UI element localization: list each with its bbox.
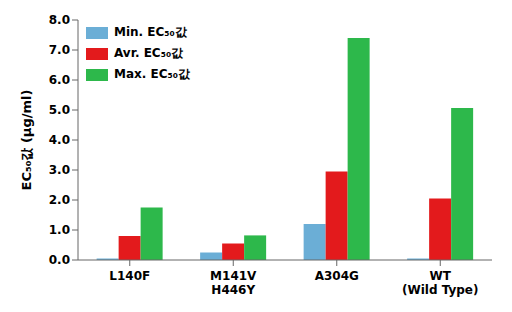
svg-text:4.0: 4.0 bbox=[49, 133, 70, 147]
svg-text:1.0: 1.0 bbox=[49, 223, 70, 237]
svg-text:WT(Wild Type): WT(Wild Type) bbox=[402, 269, 479, 297]
svg-text:3.0: 3.0 bbox=[49, 163, 70, 177]
svg-text:M141VH446Y: M141VH446Y bbox=[210, 269, 257, 297]
svg-text:6.0: 6.0 bbox=[49, 73, 70, 87]
svg-text:A304G: A304G bbox=[315, 269, 359, 283]
html-text:Min. EC₅₀값: Min. EC₅₀값 bbox=[114, 25, 187, 39]
svg-text:8.0: 8.0 bbox=[49, 13, 70, 27]
svg-text:7.0: 7.0 bbox=[49, 43, 70, 57]
html-text:Max. EC₅₀값: Max. EC₅₀값 bbox=[114, 67, 190, 81]
svg-text:EC₅₀값 (μg/ml): EC₅₀값 (μg/ml) bbox=[19, 90, 34, 191]
svg-text:2.0: 2.0 bbox=[49, 193, 70, 207]
svg-text:L140F: L140F bbox=[109, 269, 150, 283]
html-text:Avr. EC₅₀값: Avr. EC₅₀값 bbox=[114, 46, 184, 60]
svg-text:5.0: 5.0 bbox=[49, 103, 70, 117]
svg-text:0.0: 0.0 bbox=[49, 253, 70, 267]
